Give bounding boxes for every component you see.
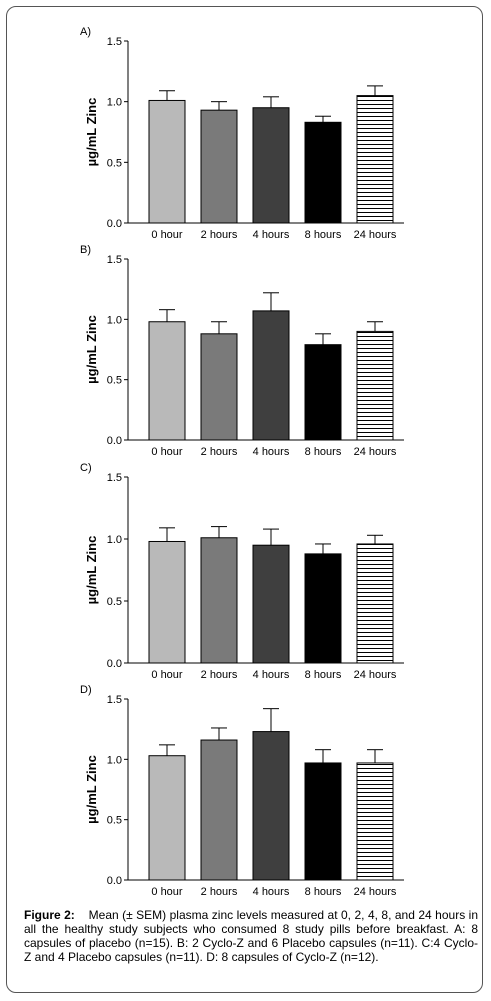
y-tick-label: 1.5 [107,36,122,48]
x-tick-label: 8 hours [305,669,342,681]
x-tick-label: 0 hour [151,886,183,898]
x-tick-label: 4 hours [253,229,290,241]
x-tick-label: 2 hours [201,886,238,898]
x-tick-label: 24 hours [354,669,397,681]
y-tick-label: 1.5 [107,472,122,484]
x-tick-label: 2 hours [201,229,238,241]
x-tick-label: 8 hours [305,446,342,458]
x-tick-label: 0 hour [151,229,183,241]
bar-8-hours [304,762,342,881]
y-tick-label: 0.0 [107,435,122,447]
y-tick-label: 1.0 [107,534,122,546]
y-tick-label: 0.0 [107,218,122,230]
caption-label: Figure 2: [24,908,75,922]
bar-2-hours [200,537,238,664]
y-axis-label: µg/mL Zinc [84,536,99,605]
figure-caption: Figure 2: Mean (± SEM) plasma zinc level… [24,908,478,964]
bar-2-hours [200,333,238,441]
bar-0-hour [148,540,186,664]
bar-2-hours [200,739,238,881]
x-tick-label: 24 hours [354,229,397,241]
bar-8-hours [304,553,342,664]
y-tick-label: 1.0 [107,97,122,109]
x-tick-label: 4 hours [253,886,290,898]
bar-0-hour [148,755,186,881]
y-tick-label: 0.5 [107,815,122,827]
x-tick-label: 8 hours [305,886,342,898]
x-tick-label: 2 hours [201,446,238,458]
bar-0-hour [148,99,186,224]
x-tick-label: 2 hours [201,669,238,681]
x-tick-label: 0 hour [151,669,183,681]
y-tick-label: 0.0 [107,875,122,887]
y-tick-label: 1.5 [107,694,122,706]
panel-label: D) [80,684,92,696]
bar-2-hours [200,109,238,224]
y-tick-label: 0.5 [107,375,122,387]
panel-label: B) [80,244,91,256]
bar-4-hours [252,731,290,881]
y-tick-label: 1.0 [107,314,122,326]
y-tick-label: 0.0 [107,658,122,670]
y-tick-label: 1.0 [107,754,122,766]
bar-4-hours [252,310,290,441]
bar-24-hours [356,762,394,881]
panel-label: A) [80,26,91,38]
y-axis-label: µg/mL Zinc [84,98,99,167]
x-tick-label: 4 hours [253,669,290,681]
x-tick-label: 4 hours [253,446,290,458]
caption-text: Mean (± SEM) plasma zinc levels measured… [24,908,478,964]
bar-4-hours [252,544,290,664]
bar-24-hours [356,543,394,664]
x-tick-label: 8 hours [305,229,342,241]
y-axis-label: µg/mL Zinc [84,315,99,384]
y-tick-label: 0.5 [107,596,122,608]
y-tick-label: 0.5 [107,157,122,169]
bar-0-hour [148,321,186,441]
panel-label: C) [80,462,92,474]
bar-4-hours [252,107,290,224]
x-tick-label: 0 hour [151,446,183,458]
y-axis-label: µg/mL Zinc [84,755,99,824]
bar-24-hours [356,330,394,441]
x-tick-label: 24 hours [354,446,397,458]
bar-24-hours [356,95,394,224]
bar-8-hours [304,121,342,224]
x-tick-label: 24 hours [354,886,397,898]
y-tick-label: 1.5 [107,254,122,266]
figure-frame [6,6,483,993]
bar-8-hours [304,344,342,441]
